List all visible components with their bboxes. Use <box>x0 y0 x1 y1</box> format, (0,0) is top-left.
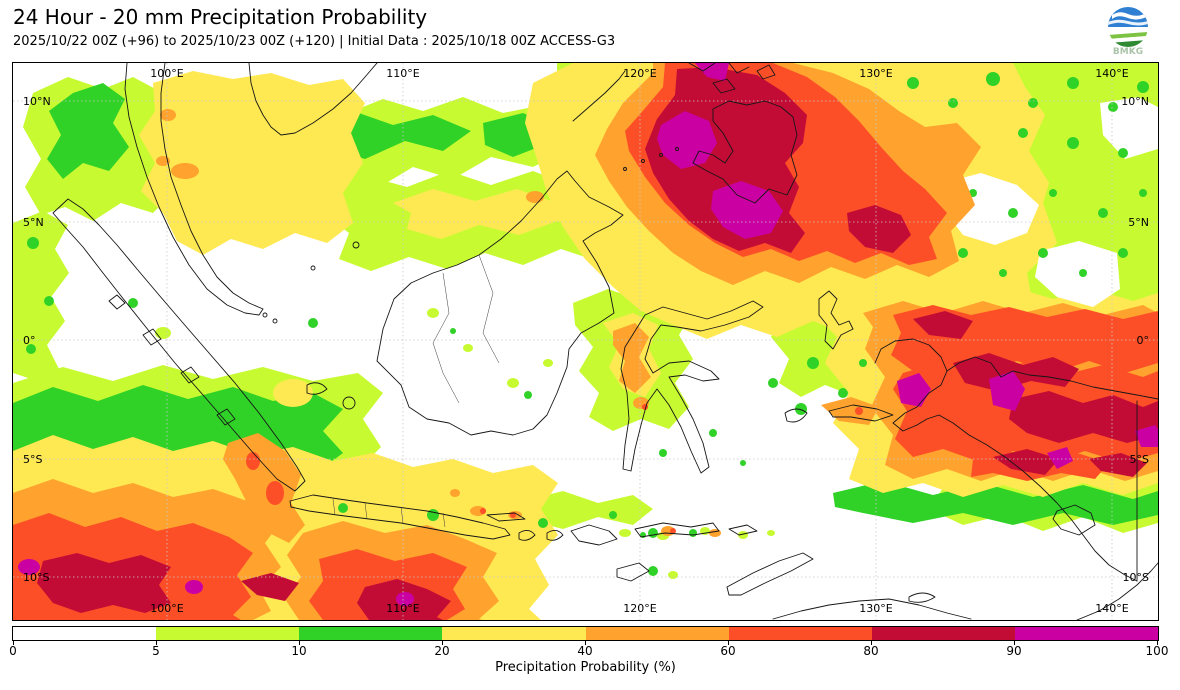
colorbar-tickmark <box>299 641 300 645</box>
graticule-grid <box>13 63 1158 620</box>
bmkg-logo: BMKG <box>1108 7 1148 57</box>
colorbar-tick-20: 20 <box>434 644 450 658</box>
lat-label-right-0: 0° <box>1137 334 1150 347</box>
lon-label-top-100e: 100°E <box>150 67 183 80</box>
lon-label-bottom-100e: 100°E <box>150 602 183 615</box>
colorbar-segment-40-60 <box>585 627 729 640</box>
graticule-labels: 100°E 110°E 120°E 130°E 140°E 100°E 110°… <box>23 67 1149 615</box>
colorbar-tick-90: 90 <box>1006 644 1022 658</box>
colorbar-tick-5: 5 <box>152 644 160 658</box>
colorbar-tickmark <box>728 641 729 645</box>
colorbar-tickmark <box>156 641 157 645</box>
colorbar-segment-60-80 <box>728 627 872 640</box>
lon-label-bottom-120e: 120°E <box>623 602 656 615</box>
lon-label-top-130e: 130°E <box>859 67 892 80</box>
lat-label-right-10n: 10°N <box>1121 95 1149 108</box>
colorbar-tickmark <box>585 641 586 645</box>
colorbar-tickmark <box>1157 641 1158 645</box>
prob-90-100-layer <box>18 63 1158 606</box>
colorbar-tick-40: 40 <box>577 644 593 658</box>
lat-label-left-0: 0° <box>23 334 36 347</box>
colorbar-tick-80: 80 <box>863 644 879 658</box>
bmkg-logo-text: BMKG <box>1113 47 1143 57</box>
colorbar-tickmark <box>442 641 443 645</box>
colorbar-segment-0-5 <box>13 627 157 640</box>
low-prob-gaps <box>26 72 1158 576</box>
lat-label-right-10s: 10°S <box>1123 571 1149 584</box>
colorbar-tick-60: 60 <box>720 644 736 658</box>
colorbar-tick-0: 0 <box>9 644 17 658</box>
colorbar-segment-10-20 <box>299 627 443 640</box>
colorbar-tick-100: 100 <box>1145 644 1169 658</box>
colorbar-tickmark <box>1014 641 1015 645</box>
subtitle-validity-text: 2025/10/22 00Z (+96) to 2025/10/23 00Z (… <box>13 34 616 49</box>
lon-label-top-140e: 140°E <box>1095 67 1128 80</box>
lon-label-top-120e: 120°E <box>623 67 656 80</box>
page-title: 24 Hour - 20 mm Precipitation Probabilit… <box>13 5 428 29</box>
colorbar-segment-5-10 <box>156 627 300 640</box>
lon-label-bottom-130e: 130°E <box>859 602 892 615</box>
colorbar-tickmark <box>871 641 872 645</box>
bmkg-logo-icon <box>1108 7 1148 47</box>
lat-label-left-10s: 10°S <box>23 571 49 584</box>
lon-label-bottom-140e: 140°E <box>1095 602 1128 615</box>
lon-label-top-110e: 110°E <box>386 67 419 80</box>
lat-label-left-10n: 10°N <box>23 95 51 108</box>
lat-label-left-5s: 5°S <box>23 453 42 466</box>
colorbar-tickmark <box>13 641 14 645</box>
colorbar-segment-80-90 <box>871 627 1015 640</box>
map-frame: 100°E 110°E 120°E 130°E 140°E 100°E 110°… <box>12 62 1159 621</box>
coastlines <box>52 63 1158 620</box>
colorbar-axis-label: Precipitation Probability (%) <box>495 660 676 675</box>
lat-label-left-5n: 5°N <box>23 216 44 229</box>
lat-label-right-5n: 5°N <box>1128 216 1149 229</box>
colorbar-tick-10: 10 <box>291 644 307 658</box>
lat-label-right-5s: 5°S <box>1130 453 1149 466</box>
colorbar-segment-20-40 <box>442 627 586 640</box>
colorbar <box>12 626 1159 641</box>
map-canvas: 100°E 110°E 120°E 130°E 140°E 100°E 110°… <box>13 63 1158 620</box>
colorbar-segment-90-100 <box>1014 627 1158 640</box>
lon-label-bottom-110e: 110°E <box>386 602 419 615</box>
